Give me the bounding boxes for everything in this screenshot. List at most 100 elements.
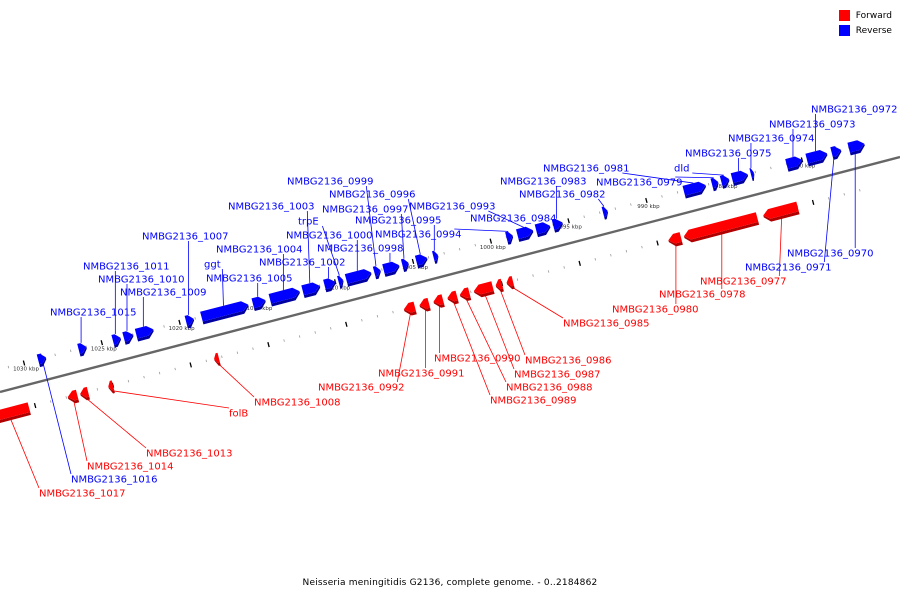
reverse-gene-NMBG2136_1015[interactable]: [77, 343, 87, 354]
reverse-gene-NMBG2136_1002[interactable]: [323, 278, 336, 290]
reverse-gene-NMBG2136_0983[interactable]: [551, 219, 563, 230]
reverse-gene-NMBG2136_0995[interactable]: [432, 250, 438, 261]
reverse-gene-NMBG2136_1003[interactable]: [301, 282, 320, 296]
forward-gene-label[interactable]: NMBG2136_0992: [318, 383, 404, 394]
reverse-gene-label[interactable]: ggt: [204, 260, 221, 271]
reverse-gene-NMBG2136_1000[interactable]: [344, 269, 371, 284]
forward-gene-NMBG2136_1008[interactable]: [214, 352, 220, 363]
forward-gene-NMBG2136_0978[interactable]: [684, 212, 759, 240]
reverse-gene-dld[interactable]: [719, 175, 729, 186]
reverse-gene-label[interactable]: NMBG2136_0984: [470, 214, 556, 225]
reverse-gene-label[interactable]: NMBG2136_0970: [787, 249, 873, 260]
forward-gene-NMBG2136_0991[interactable]: [419, 297, 431, 309]
forward-gene-label[interactable]: NMBG2136_0980: [612, 305, 698, 316]
forward-gene-label[interactable]: NMBG2136_0989: [490, 396, 576, 407]
reverse-gene-NMBG2136_0971[interactable]: [830, 146, 841, 157]
reverse-gene-NMBG2136_0993[interactable]: [516, 226, 533, 239]
reverse-gene-NMBG2136_0998[interactable]: [382, 261, 399, 274]
reverse-gene-label[interactable]: trpE: [298, 217, 319, 228]
reverse-gene-NMBG2136_0975[interactable]: [730, 170, 748, 183]
reverse-gene-label[interactable]: NMBG2136_1003: [228, 202, 314, 213]
reverse-gene-ggt[interactable]: [200, 301, 249, 322]
reverse-gene-NMBG2136_0996[interactable]: [414, 254, 427, 266]
reverse-gene-label[interactable]: NMBG2136_1007: [142, 232, 228, 243]
reverse-gene-label[interactable]: NMBG2136_1011: [83, 262, 169, 273]
reverse-gene-NMBG2136_0974[interactable]: [749, 168, 754, 179]
reverse-gene-label[interactable]: NMBG2136_1000: [286, 231, 372, 242]
reverse-gene-label[interactable]: NMBG2136_0995: [355, 216, 441, 227]
reverse-gene-NMBG2136_0999[interactable]: [372, 266, 381, 277]
forward-gene-folB[interactable]: [108, 380, 115, 391]
forward-gene-label[interactable]: NMBG2136_1013: [146, 449, 232, 460]
forward-gene-NMBG2136_0988[interactable]: [459, 287, 471, 298]
reverse-gene-label[interactable]: NMBG2136_0974: [728, 134, 814, 145]
leader-line: [111, 390, 230, 409]
forward-gene-NMBG2136_0989[interactable]: [447, 290, 459, 302]
reverse-gene-label[interactable]: NMBG2136_1010: [98, 275, 184, 286]
reverse-gene-label[interactable]: NMBG2136_0994: [375, 230, 461, 241]
reverse-gene-label[interactable]: dld: [674, 164, 689, 175]
forward-gene-label[interactable]: NMBG2136_1014: [87, 462, 173, 473]
reverse-gene-label[interactable]: NMBG2136_0971: [745, 263, 831, 274]
reverse-gene-label[interactable]: NMBG2136_1004: [216, 245, 302, 256]
forward-gene-label[interactable]: folB: [229, 409, 248, 420]
reverse-gene-label[interactable]: NMBG2136_0975: [685, 149, 771, 160]
forward-gene-NMBG2136_0992[interactable]: [403, 301, 416, 313]
reverse-gene-NMBG2136_0994[interactable]: [505, 231, 513, 242]
reverse-gene-label[interactable]: NMBG2136_0999: [287, 177, 373, 188]
reverse-gene-label[interactable]: NMBG2136_1009: [120, 288, 206, 299]
forward-gene-label[interactable]: NMBG2136_0977: [700, 277, 786, 288]
reverse-gene-NMBG2136_1005[interactable]: [251, 296, 266, 309]
forward-gene-NMBG2136_1017[interactable]: [0, 402, 31, 421]
reverse-gene-label[interactable]: NMBG2136_0993: [409, 202, 495, 213]
reverse-gene-NMBG2136_1004[interactable]: [268, 287, 300, 304]
reverse-gene-label[interactable]: NMBG2136_1005: [206, 274, 292, 285]
reverse-gene-label[interactable]: NMBG2136_1002: [259, 258, 345, 269]
reverse-gene-label[interactable]: NMBG2136_0973: [769, 120, 855, 131]
reverse-gene-label[interactable]: NMBG2136_0983: [500, 177, 586, 188]
reverse-gene-NMBG2136_1011[interactable]: [111, 334, 121, 345]
gene-shadow: [124, 334, 134, 345]
forward-gene-NMBG2136_0985[interactable]: [506, 276, 515, 287]
reverse-gene-label[interactable]: NMBG2136_0998: [317, 244, 403, 255]
forward-gene-NMBG2136_0987[interactable]: [473, 281, 494, 295]
reverse-gene-NMBG2136_0997[interactable]: [400, 258, 409, 270]
forward-gene-NMBG2136_1013[interactable]: [80, 386, 90, 398]
reverse-gene-label[interactable]: NMBG2136_1016: [71, 475, 157, 486]
reverse-gene-label[interactable]: NMBG2136_0981: [543, 164, 629, 175]
reverse-gene-NMBG2136_1010[interactable]: [122, 331, 133, 342]
forward-gene-label[interactable]: NMBG2136_0985: [563, 319, 649, 330]
forward-gene-label[interactable]: NMBG2136_0987: [514, 370, 600, 381]
legend-forward[interactable]: Forward: [838, 8, 892, 23]
reverse-gene-NMBG2136_0973[interactable]: [785, 156, 802, 169]
reverse-gene-NMBG2136_0984[interactable]: [534, 222, 550, 235]
legend-reverse[interactable]: Reverse: [838, 23, 892, 38]
forward-gene-label[interactable]: NMBG2136_1008: [254, 398, 340, 409]
forward-gene-label[interactable]: NMBG2136_0988: [506, 383, 592, 394]
reverse-gene-NMBG2136_1016[interactable]: [36, 353, 46, 365]
forward-gene-NMBG2136_1014[interactable]: [67, 389, 79, 401]
reverse-gene-NMBG2136_0981[interactable]: [682, 181, 706, 196]
reverse-gene-label[interactable]: NMBG2136_1015: [50, 308, 136, 319]
forward-gene-label[interactable]: NMBG2136_0986: [525, 356, 611, 367]
forward-gene-NMBG2136_0990[interactable]: [433, 294, 445, 305]
reverse-gene-NMBG2136_0982[interactable]: [601, 206, 608, 217]
forward-gene-label[interactable]: NMBG2136_0990: [434, 354, 520, 365]
forward-gene-NMBG2136_0977[interactable]: [763, 201, 799, 219]
reverse-gene-NMBG2136_1007[interactable]: [184, 315, 194, 326]
reverse-gene-NMBG2136_0979[interactable]: [710, 177, 719, 189]
forward-gene-label[interactable]: NMBG2136_0978: [659, 290, 745, 301]
reverse-gene-label[interactable]: NMBG2136_0979: [596, 178, 682, 189]
forward-gene-label[interactable]: NMBG2136_0991: [378, 369, 464, 380]
reverse-gene-label[interactable]: NMBG2136_0972: [811, 105, 897, 116]
reverse-gene-label[interactable]: NMBG2136_0997: [322, 205, 408, 216]
reverse-gene-NMBG2136_0972[interactable]: [805, 150, 827, 164]
reverse-gene-label[interactable]: NMBG2136_0982: [519, 190, 605, 201]
reverse-gene-NMBG2136_0970[interactable]: [847, 140, 865, 153]
reverse-gene-label[interactable]: NMBG2136_0996: [329, 190, 415, 201]
forward-gene-NMBG2136_0986[interactable]: [495, 278, 504, 290]
forward-gene-label[interactable]: NMBG2136_1017: [39, 489, 125, 500]
reverse-gene-NMBG2136_1009[interactable]: [134, 326, 154, 339]
reverse-gene-trpE[interactable]: [337, 275, 343, 286]
forward-gene-NMBG2136_0980[interactable]: [668, 232, 683, 244]
